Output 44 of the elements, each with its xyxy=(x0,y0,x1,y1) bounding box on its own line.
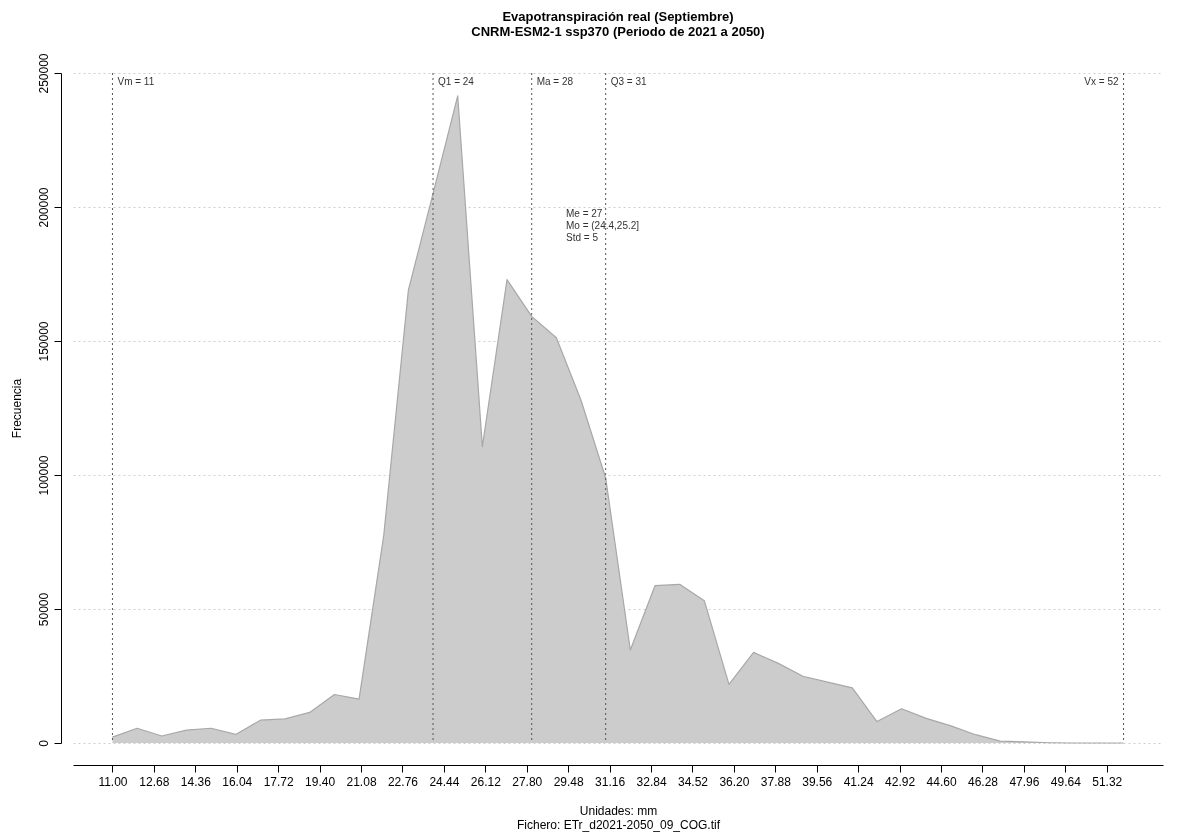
x-tick-label: 51.32 xyxy=(1092,774,1123,789)
annotation: Me = 27 xyxy=(566,208,603,219)
x-tick-label: 34.52 xyxy=(677,774,709,789)
ref-line-label: Vm = 11 xyxy=(117,76,155,87)
ref-line-label: Q3 = 31 xyxy=(610,76,647,87)
y-tick-label: 50000 xyxy=(36,592,51,627)
x-tick-label: 39.56 xyxy=(802,774,833,789)
x-tick-label: 22.76 xyxy=(387,774,419,789)
x-tick-label: 44.60 xyxy=(926,774,957,789)
x-tick-label: 42.92 xyxy=(885,774,916,789)
x-tick-label: 14.36 xyxy=(180,774,212,789)
x-tick-label: 19.40 xyxy=(305,774,336,789)
x-tick-label: 26.12 xyxy=(470,774,502,789)
x-tick-label: 46.28 xyxy=(967,774,999,789)
x-tick-label: 21.08 xyxy=(346,774,377,789)
x-tick-label: 27.80 xyxy=(512,774,543,789)
x-tick-label: 32.84 xyxy=(636,774,667,789)
y-tick-label: 0 xyxy=(36,739,51,747)
y-tick-label: 250000 xyxy=(36,53,51,94)
x-tick-label: 31.16 xyxy=(595,774,626,789)
y-tick-label: 100000 xyxy=(36,455,51,496)
x-tick-label: 41.24 xyxy=(843,774,875,789)
y-tick-label: 150000 xyxy=(36,321,51,362)
chart-title: Evapotranspiración real (Septiembre) xyxy=(502,8,734,24)
x-tick-label: 17.72 xyxy=(263,774,295,789)
x-tick-label: 49.64 xyxy=(1050,774,1082,789)
ref-line-label: Ma = 28 xyxy=(536,76,574,87)
ref-line-label: Q1 = 24 xyxy=(438,76,475,87)
y-axis-title: Frecuencia xyxy=(9,378,24,439)
chart-subtitle: CNRM-ESM2-1 ssp370 (Periodo de 2021 a 2050) xyxy=(471,23,765,39)
x-tick-label: 47.96 xyxy=(1009,774,1040,789)
x-tick-label: 12.68 xyxy=(139,774,170,789)
x-tick-label: 36.20 xyxy=(719,774,750,789)
x-axis-title: Unidades: mm xyxy=(579,803,658,818)
x-tick-label: 29.48 xyxy=(553,774,585,789)
text: Fichero: ETr_d2021-2050_09_COG.tif xyxy=(517,817,721,832)
annotation: Mo = (24.4,25.2] xyxy=(566,220,640,231)
x-tick-label: 11.00 xyxy=(98,774,128,789)
ref-line-label: Vx = 52 xyxy=(1084,76,1119,87)
x-tick-label: 16.04 xyxy=(222,774,253,789)
x-tick-label: 24.44 xyxy=(429,774,460,789)
x-tick-label: 37.88 xyxy=(760,774,792,789)
y-tick-label: 200000 xyxy=(36,187,51,228)
annotation: Std = 5 xyxy=(566,232,599,243)
